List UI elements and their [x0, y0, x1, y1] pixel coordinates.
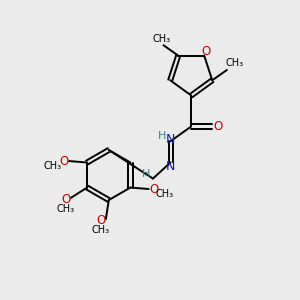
Text: H: H — [142, 169, 151, 179]
Text: N: N — [166, 160, 175, 173]
Text: CH₃: CH₃ — [156, 189, 174, 199]
Text: CH₃: CH₃ — [56, 204, 75, 214]
Text: N: N — [166, 133, 175, 146]
Text: O: O — [61, 193, 70, 206]
Text: CH₃: CH₃ — [92, 225, 110, 236]
Text: O: O — [59, 154, 68, 167]
Text: O: O — [149, 182, 159, 196]
Text: O: O — [201, 45, 210, 58]
Text: O: O — [96, 214, 105, 227]
Text: CH₃: CH₃ — [44, 161, 62, 171]
Text: H: H — [158, 131, 166, 141]
Text: O: O — [213, 120, 222, 133]
Text: CH₃: CH₃ — [225, 58, 243, 68]
Text: CH₃: CH₃ — [153, 34, 171, 44]
